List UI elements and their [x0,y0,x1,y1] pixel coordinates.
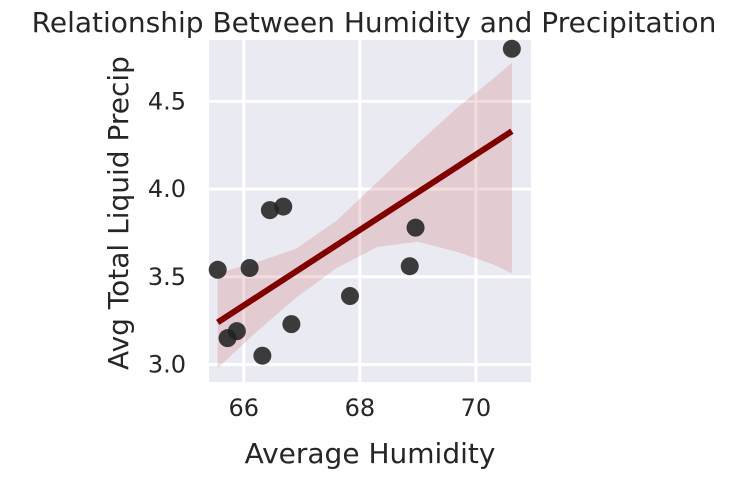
chart-title: Relationship Between Humidity and Precip… [32,6,717,39]
x-ticks: 66 68 70 [229,394,492,422]
y-axis-label: Avg Total Liquid Precip [102,56,135,370]
y-ticks: 3.0 3.5 4.0 4.5 [148,87,186,378]
data-point [240,259,259,277]
confidence-band-area [217,62,512,369]
y-tick-label: 4.0 [148,175,186,203]
y-tick-label: 3.0 [148,350,186,378]
confidence-band [217,62,512,369]
data-points [208,39,521,365]
y-tick-label: 4.5 [148,87,186,115]
x-tick-label: 66 [229,394,260,422]
x-tick-label: 70 [461,394,492,422]
data-point [340,287,359,306]
data-point [282,315,301,334]
data-point [208,260,227,279]
x-axis-label: Average Humidity [245,437,496,470]
y-tick-label: 3.5 [148,263,186,291]
data-point [406,218,425,237]
data-point [400,257,419,276]
regression-line-group [216,128,514,325]
regression-line [216,128,514,325]
data-point [274,197,293,216]
x-tick-label: 68 [345,394,376,422]
data-point [502,39,521,58]
data-point [227,322,246,341]
data-point [253,346,272,365]
